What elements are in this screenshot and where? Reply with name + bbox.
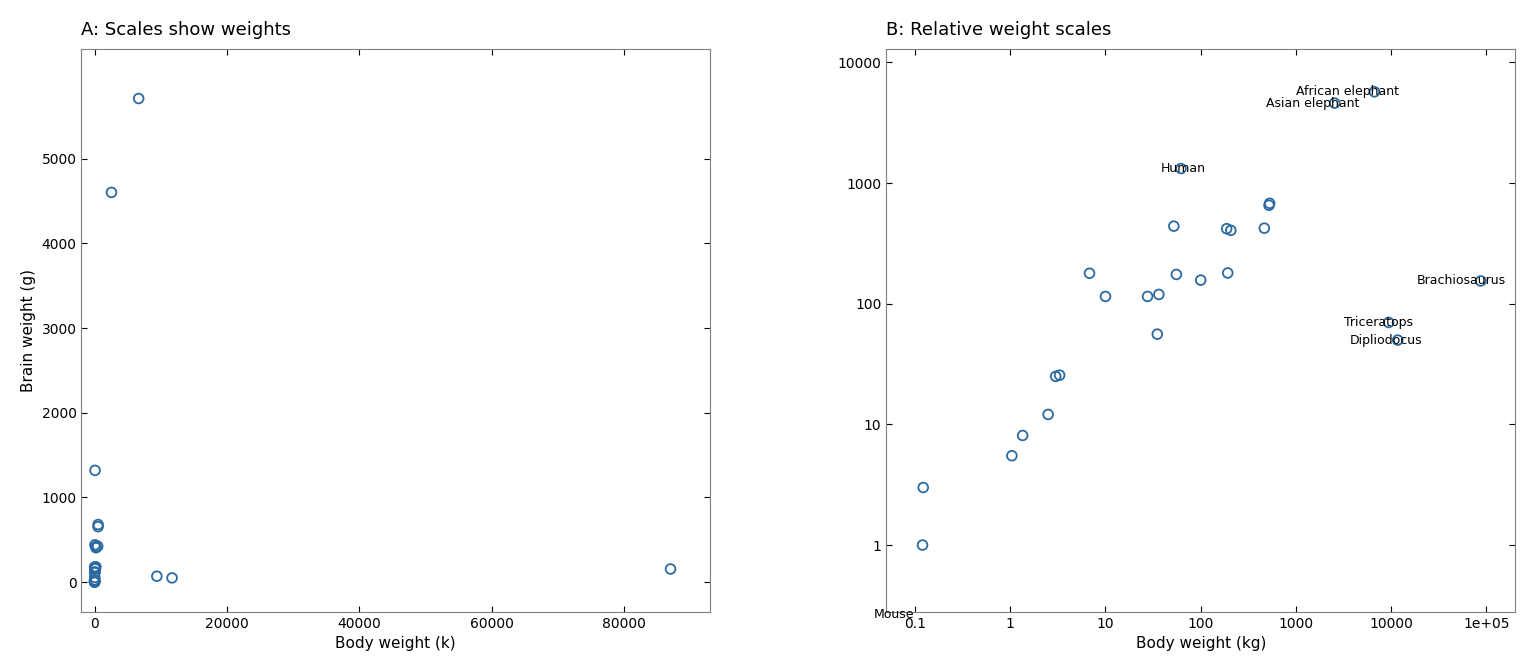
Point [1218,225,1243,236]
Point [1252,223,1276,234]
Point [83,542,108,553]
Point [83,577,108,587]
Point [83,567,108,578]
Point [1000,450,1025,461]
Point [83,562,108,573]
Point [1011,430,1035,441]
Text: Human: Human [1161,162,1206,175]
Point [144,571,169,581]
Point [83,575,108,585]
Point [659,564,684,575]
Text: B: Relative weight scales: B: Relative weight scales [886,21,1112,39]
Point [86,541,111,552]
Point [83,540,108,550]
Point [83,563,108,574]
Point [911,482,935,493]
Point [86,521,111,532]
Text: Asian elephant: Asian elephant [1266,97,1359,110]
Point [86,519,111,530]
Point [1144,329,1169,339]
Text: Dipliodocus: Dipliodocus [1350,333,1422,347]
Point [83,577,108,587]
Point [83,562,108,573]
Point [126,93,151,104]
Point [1258,198,1283,209]
Point [83,576,108,587]
Point [1215,267,1240,278]
Point [83,566,108,577]
Text: Mouse: Mouse [874,608,914,621]
X-axis label: Body weight (k): Body weight (k) [335,636,456,651]
Point [83,562,108,573]
Point [1077,268,1101,279]
Point [1048,370,1072,380]
Point [1043,371,1068,382]
Point [83,541,108,552]
Point [1035,409,1060,420]
Point [83,567,108,578]
Point [1385,335,1410,345]
Text: Triceratops: Triceratops [1344,316,1413,329]
Point [1164,269,1189,280]
Point [160,573,184,583]
Point [1094,291,1118,302]
Point [83,577,108,587]
Y-axis label: Brain weight (g): Brain weight (g) [22,269,35,392]
Point [83,572,108,583]
Point [1256,200,1281,210]
Point [1135,291,1160,302]
Point [1215,223,1240,234]
Point [1322,97,1347,108]
Point [1468,276,1493,286]
Text: African elephant: African elephant [1296,85,1399,98]
Point [83,577,108,587]
Point [1189,275,1213,286]
Point [1362,87,1387,97]
Point [83,465,108,476]
Text: Brachiosaurus: Brachiosaurus [1416,274,1505,288]
Point [83,575,108,585]
Text: A: Scales show weights: A: Scales show weights [81,21,292,39]
Point [842,588,866,599]
Point [83,576,108,587]
Point [1161,221,1186,232]
Point [1376,317,1401,328]
Point [1146,289,1170,300]
Point [100,187,124,198]
Point [1169,163,1193,174]
Point [911,540,935,550]
X-axis label: Body weight (kg): Body weight (kg) [1135,636,1266,651]
